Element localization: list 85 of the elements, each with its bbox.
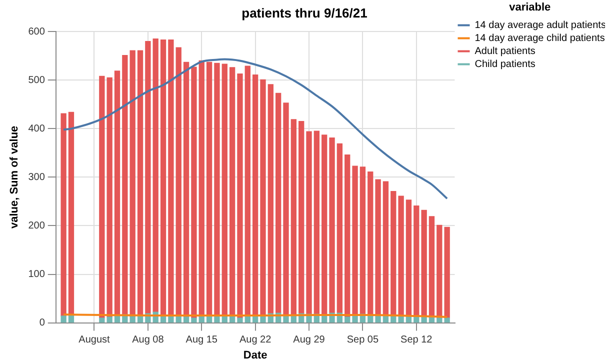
bar	[414, 206, 420, 317]
y-tick-label: 200	[28, 220, 46, 232]
bar	[183, 316, 190, 323]
x-tick-label: Aug 08	[132, 334, 164, 346]
bar	[191, 318, 197, 323]
bar	[260, 79, 266, 316]
bar	[252, 74, 258, 316]
bar	[206, 62, 212, 317]
bar	[206, 316, 212, 323]
bar	[122, 55, 128, 315]
bar	[398, 196, 404, 316]
y-tick-label: 0	[39, 318, 46, 329]
bar	[60, 113, 66, 316]
bar	[344, 316, 350, 323]
bar	[176, 47, 182, 316]
bar	[168, 40, 174, 316]
bar	[237, 318, 243, 323]
bar	[68, 315, 74, 323]
bar	[183, 62, 190, 318]
bar	[336, 143, 343, 314]
bar	[222, 64, 228, 316]
legend-label: Adult patients	[474, 46, 536, 57]
bar	[160, 40, 166, 316]
bar	[137, 50, 144, 316]
bar	[229, 67, 236, 316]
bar	[390, 190, 396, 316]
bar	[375, 179, 381, 316]
y-tick-label: 300	[28, 172, 46, 183]
bar	[406, 200, 412, 317]
bar	[314, 130, 320, 314]
bar	[244, 66, 250, 316]
bar	[298, 121, 304, 314]
legend-label: Child patients	[474, 58, 536, 70]
y-tick-label: 500	[28, 74, 46, 86]
x-tick-label: August	[78, 334, 110, 346]
y-axis-title: value, Sum of value	[8, 126, 21, 229]
bar	[68, 112, 74, 316]
bar	[322, 134, 328, 315]
bar	[360, 166, 366, 314]
bar	[368, 316, 374, 323]
chart-title: patients thru 9/16/21	[242, 5, 368, 20]
bar	[214, 62, 220, 316]
x-tick-label: Sep 05	[346, 334, 379, 346]
bar	[99, 318, 105, 323]
bar	[152, 38, 158, 312]
y-tick-label: 100	[28, 269, 46, 280]
bar	[276, 92, 282, 314]
bar	[306, 131, 312, 314]
bar	[290, 119, 296, 316]
bar	[60, 316, 66, 323]
bar	[198, 60, 204, 317]
bar	[114, 70, 120, 316]
bar	[444, 318, 450, 323]
bar	[421, 210, 427, 318]
x-tick-label: Aug 15	[186, 334, 218, 346]
line-series	[62, 58, 448, 200]
bar	[382, 181, 389, 316]
x-tick-label: Sep 12	[400, 334, 433, 346]
bar	[130, 316, 136, 323]
legend-label: 14 day average child patients	[474, 32, 605, 44]
bar	[130, 50, 136, 317]
y-tick-label: 600	[28, 26, 46, 38]
bar	[191, 66, 197, 318]
bar	[268, 84, 274, 314]
bar	[436, 318, 442, 323]
bar	[428, 216, 435, 318]
bar	[106, 316, 112, 323]
y-tick-label: 400	[28, 123, 46, 134]
bar	[436, 224, 442, 318]
bar	[114, 316, 120, 323]
bar	[283, 102, 289, 316]
x-tick-label: Aug 22	[239, 334, 272, 346]
x-tick-label: Aug 29	[293, 334, 326, 346]
bar	[329, 138, 335, 314]
bar	[444, 226, 450, 318]
bar	[237, 73, 243, 318]
legend-title: variable	[509, 2, 551, 14]
bar	[352, 166, 358, 315]
bar	[198, 316, 204, 323]
bar	[106, 77, 112, 318]
bar	[368, 172, 374, 316]
x-axis-title: Date	[243, 349, 268, 362]
bar	[99, 76, 105, 318]
bar	[344, 154, 350, 318]
bar	[145, 40, 151, 314]
